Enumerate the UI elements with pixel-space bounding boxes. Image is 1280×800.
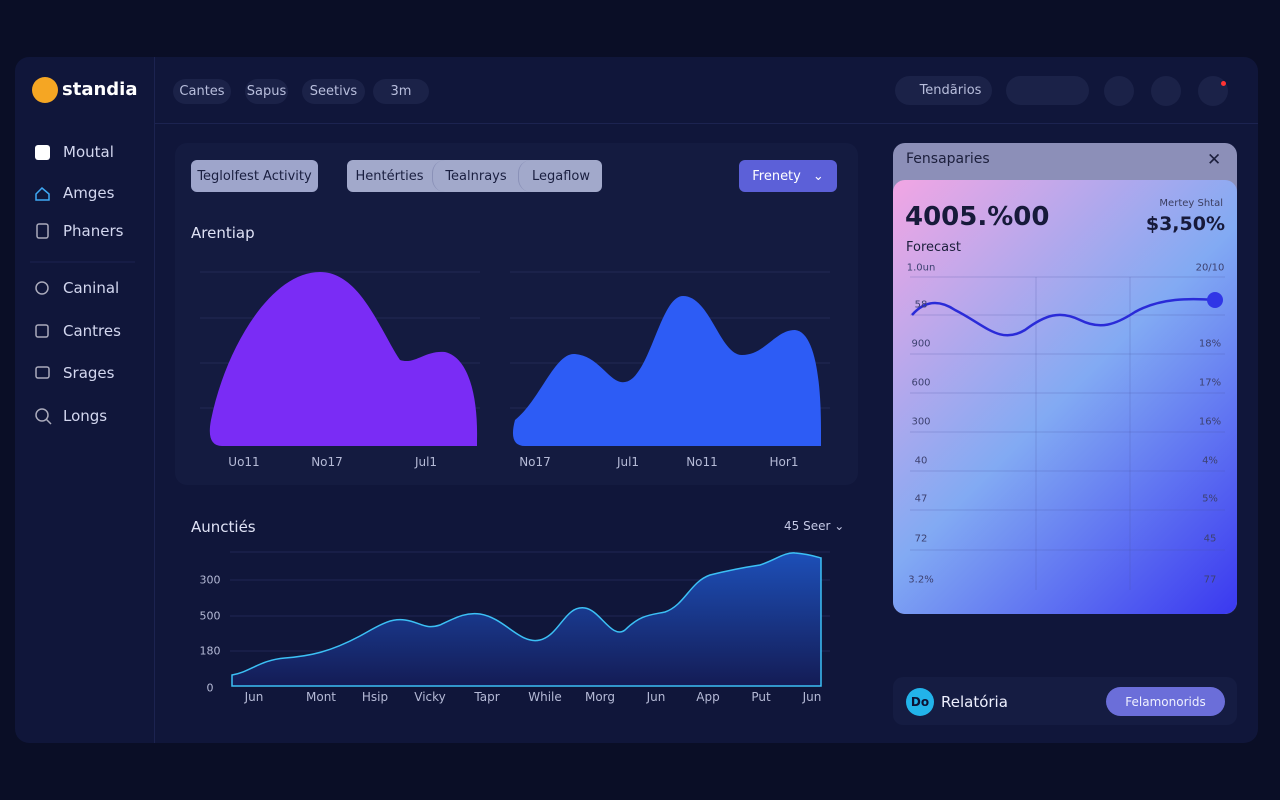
nav-item[interactable]: Cantres <box>63 322 121 340</box>
footer-label: Relatória <box>941 693 1008 711</box>
axis-label: 300 <box>911 416 931 428</box>
activity-tabs <box>347 160 602 192</box>
nav-icon <box>35 145 50 160</box>
x-label: Jun <box>646 690 666 704</box>
brand-logo[interactable] <box>32 77 58 103</box>
axis-label: 45 <box>1203 533 1217 545</box>
nav-item[interactable]: Caninal <box>63 279 120 297</box>
y-label: 500 <box>199 609 221 623</box>
sidebar-icons <box>30 145 135 425</box>
search-box[interactable]: Tendãrios <box>895 76 992 105</box>
axis-label: 3.2% <box>908 574 934 586</box>
x-label: Jun <box>802 690 822 704</box>
axis-label: 20/10 <box>1195 262 1225 274</box>
axis-label: 47 <box>914 493 928 505</box>
forecast-value-right: $3,50% <box>1145 213 1225 235</box>
x-label: Mont <box>305 690 337 704</box>
axis-label: 5% <box>1202 493 1218 505</box>
forecast-title: Fensaparies <box>906 151 990 167</box>
x-label: Jun <box>244 690 264 704</box>
brand-name[interactable]: standia <box>62 79 138 100</box>
nav-item[interactable]: Amges <box>63 184 115 202</box>
forecast-caption: Mertey Shtal <box>1159 198 1223 209</box>
axis-label: 16% <box>1198 416 1222 428</box>
x-label: Jul1 <box>414 455 438 469</box>
activity-toggle[interactable]: Teglolfest Activity <box>191 160 318 192</box>
menu-button[interactable] <box>1151 76 1181 106</box>
x-label: While <box>528 690 562 704</box>
forecast-value: 4005.%00 <box>905 202 1050 232</box>
x-label: Hsip <box>361 690 389 704</box>
nav-item[interactable]: Longs <box>63 407 108 425</box>
dropdown-text: Frenety <box>752 168 801 184</box>
activity-dropdown[interactable]: Frenety ⌄ <box>739 160 837 192</box>
activity-tab[interactable]: Legaflow <box>518 160 603 192</box>
activity-tab[interactable]: Hentérties <box>355 168 424 184</box>
x-label: Uo11 <box>228 455 260 469</box>
nav-icon <box>36 223 49 239</box>
sidebar-divider <box>154 57 155 743</box>
bottom-selector[interactable]: 45 Seer ⌄ <box>784 519 845 533</box>
top-tab[interactable]: Seetivs <box>302 79 365 104</box>
x-label: Vicky <box>414 690 446 704</box>
button-text: Felamonorids <box>1125 694 1206 709</box>
selector-text: 45 Seer <box>784 519 831 533</box>
activity-tab[interactable]: Tealnrays <box>432 160 519 192</box>
x-label: Morg <box>584 690 616 704</box>
nav-icon <box>45 418 52 425</box>
nav-icon <box>35 281 49 295</box>
forecast-label: Forecast <box>906 240 962 255</box>
close-button[interactable]: ✕ <box>1207 150 1222 170</box>
axis-label: 4% <box>1202 455 1218 467</box>
axis-label: 18% <box>1198 338 1222 350</box>
nav-item[interactable]: Srages <box>63 364 115 382</box>
axis-label: 77 <box>1203 574 1217 586</box>
y-label: 180 <box>199 644 221 658</box>
nav-icon <box>35 324 49 338</box>
y-label: 300 <box>199 573 221 587</box>
forecast-panel <box>893 143 1237 614</box>
x-label: No11 <box>686 455 718 469</box>
activity-title: Arentiap <box>191 224 255 242</box>
x-label: Tapr <box>474 690 500 704</box>
x-label: No17 <box>311 455 343 469</box>
axis-label: 58 <box>914 299 928 311</box>
x-label: No17 <box>519 455 551 469</box>
nav-icon <box>35 408 49 422</box>
axis-label: 600 <box>911 377 931 389</box>
x-label: Hor1 <box>769 455 799 469</box>
bottom-title: Aunctiés <box>191 518 256 536</box>
topbar-divider <box>155 123 1258 124</box>
nav-item[interactable]: Phaners <box>63 222 124 240</box>
activity-card <box>175 143 858 485</box>
x-label: Jul1 <box>616 455 640 469</box>
y-label: 0 <box>206 681 214 695</box>
nav-icon <box>35 366 50 379</box>
footer-button[interactable]: Felamonorids <box>1106 687 1225 716</box>
nav-item[interactable]: Moutal <box>63 143 114 161</box>
search-text: Tendãrios <box>919 83 982 98</box>
footer-icon: Do <box>906 688 934 716</box>
x-label: Put <box>751 690 771 704</box>
forecast-body <box>893 180 1237 614</box>
top-tab[interactable]: Sapus <box>245 79 288 104</box>
top-tab[interactable]: Cantes <box>173 79 231 104</box>
axis-label: 72 <box>914 533 928 545</box>
empty-pill[interactable] <box>1006 76 1089 105</box>
user-button[interactable] <box>1104 76 1134 106</box>
axis-label: 40 <box>914 455 928 467</box>
top-tab[interactable]: 3m <box>373 79 429 104</box>
x-label: App <box>696 690 720 704</box>
axis-label: 17% <box>1198 377 1222 389</box>
axis-label: 900 <box>911 338 931 350</box>
axis-label: 1.0un <box>906 262 936 274</box>
nav-icon <box>35 186 50 201</box>
notify-dot <box>1221 81 1226 86</box>
